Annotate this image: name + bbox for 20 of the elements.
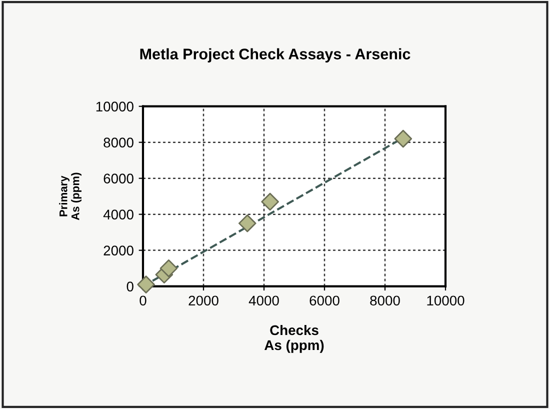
x-tick-label: 8000 — [370, 296, 400, 306]
y-tick-label: 10000 — [96, 102, 134, 112]
point — [160, 259, 178, 278]
x-tick-label: 0 — [140, 296, 146, 306]
point — [394, 130, 412, 148]
x-axis-title: Checks As (ppm) — [264, 324, 324, 353]
x-tick-label: 2000 — [188, 296, 218, 306]
y-tick-label: 8000 — [104, 138, 134, 148]
y-axis-title: Primary As (ppm) — [59, 172, 82, 220]
y-tick-label: 6000 — [104, 174, 134, 184]
y-tick-label: 0 — [126, 282, 134, 292]
point — [137, 276, 155, 294]
x-tick-label: 4000 — [248, 296, 279, 306]
chart-title: Metla Project Check Assays - Arsenic — [140, 48, 410, 62]
x-tick-label: 10000 — [427, 296, 464, 306]
point — [261, 192, 279, 211]
y-tick-label: 2000 — [104, 246, 134, 256]
point — [238, 214, 256, 232]
y-tick-label: 4000 — [103, 210, 134, 220]
x-tick-label: 6000 — [310, 296, 340, 306]
